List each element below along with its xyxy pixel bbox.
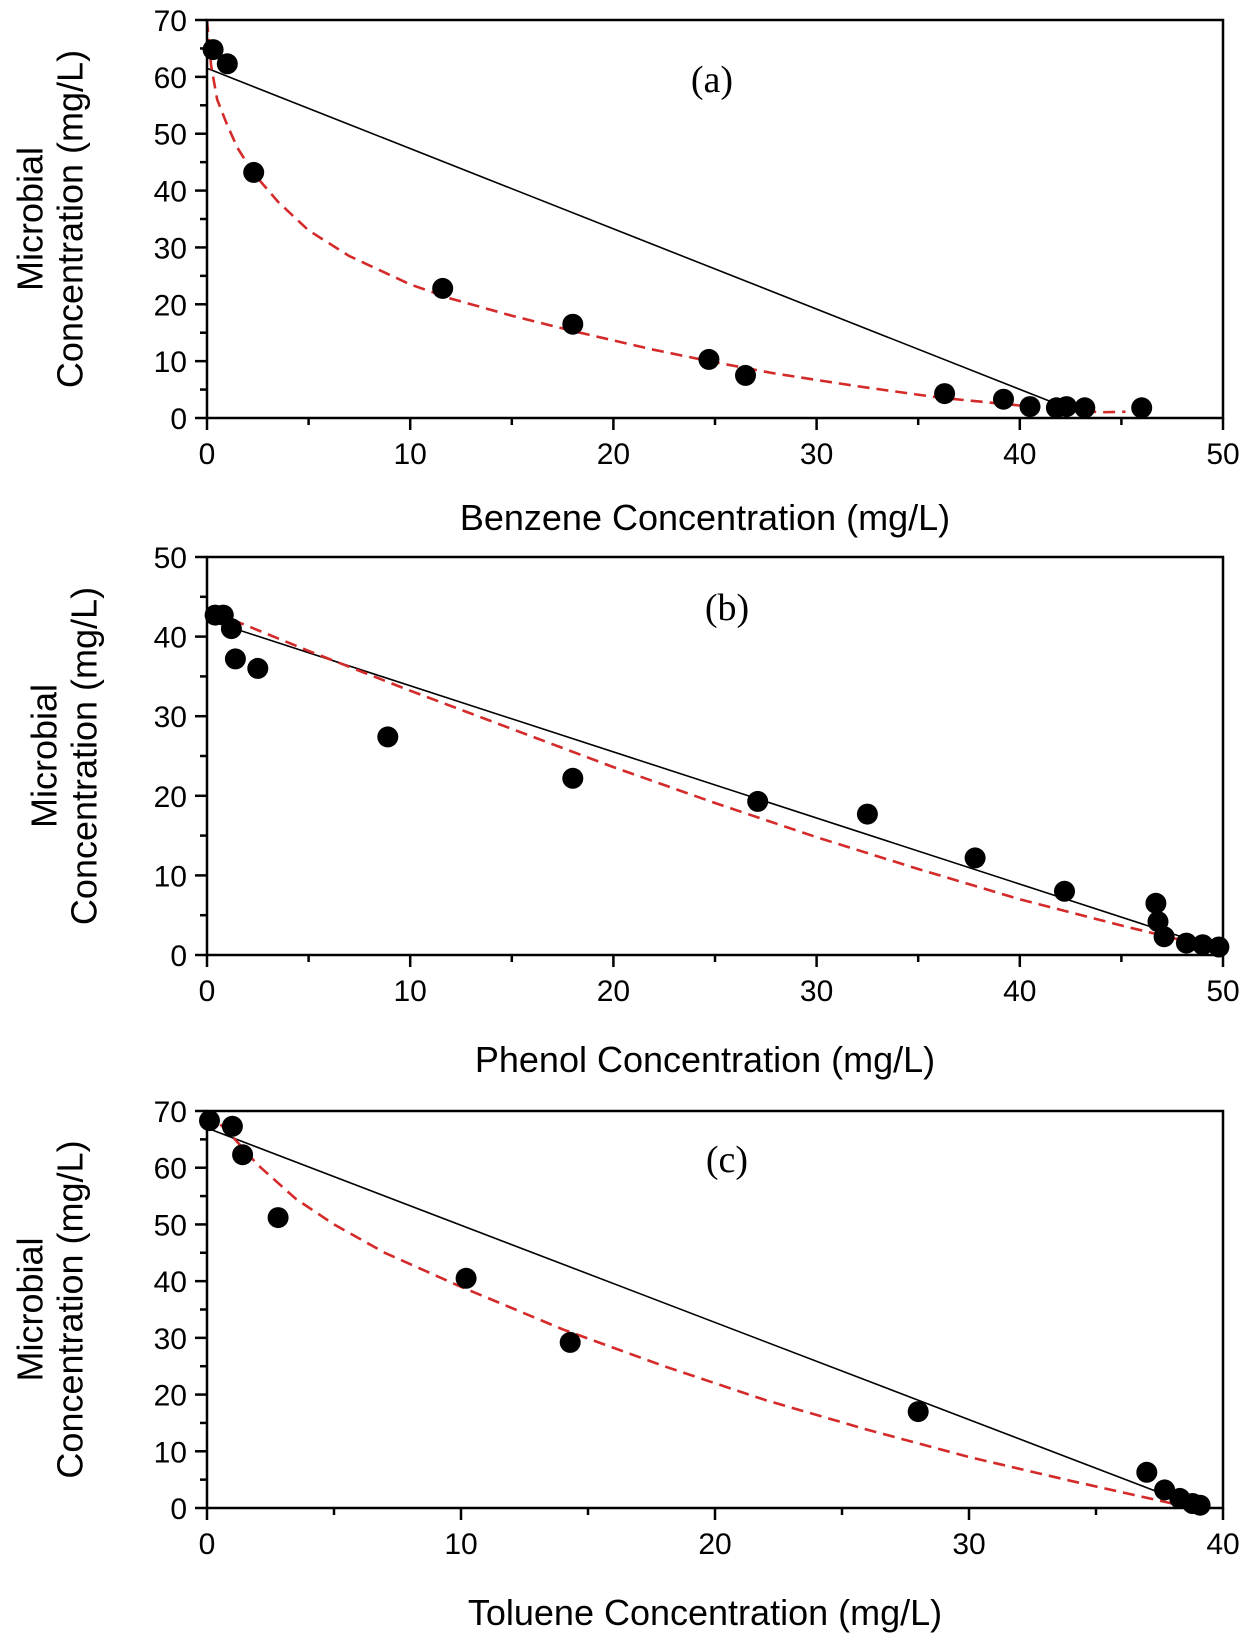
- linear-fit-line-b: [214, 621, 1224, 951]
- model-fit-curve-a: [205, 19, 1126, 414]
- chart-panel-c: 0 10 20 30 40 0 10 20 30 40 50 60 70 (c) Toluene Conce…: [10, 1096, 1240, 1633]
- y-tick-label-a: 30: [154, 232, 187, 265]
- data-point-a-13: [1074, 397, 1096, 419]
- data-point-a-12: [1056, 396, 1077, 418]
- data-point-b-5: [247, 657, 269, 679]
- data-point-c-4: [267, 1207, 289, 1229]
- data-point-c-3: [232, 1144, 254, 1166]
- x-tick-label-c: 0: [199, 1528, 216, 1561]
- chart-panel-b: 0 10 20 30 40 50 0 10 20 30 40 50 (b) Phenol Concentr…: [24, 542, 1240, 1080]
- y-tick-label-b: 40: [154, 622, 187, 655]
- x-axis-title-c: Toluene Concentration (mg/L): [468, 1592, 942, 1633]
- x-tick-label-b: 0: [199, 975, 216, 1008]
- y-tick-label-b: 30: [154, 701, 187, 734]
- data-point-a-3: [243, 161, 265, 183]
- data-point-b-11: [1054, 880, 1075, 902]
- x-tick-label-a: 50: [1206, 438, 1239, 471]
- y-tick-label-a: 50: [154, 119, 187, 152]
- chart-panel-a: 0 10 20 30 40 50 0 10 20 30 40 50 60 70 (a) Benzene Con…: [10, 5, 1240, 538]
- y-axis-title-c-line-1: Microbial: [10, 1237, 51, 1381]
- y-tick-label-b: 20: [154, 781, 187, 814]
- linear-fit-line-a: [206, 67, 1067, 409]
- data-point-a-9: [993, 388, 1014, 410]
- x-tick-label-a: 10: [394, 438, 427, 471]
- panel-label-c: (c): [706, 1139, 748, 1181]
- data-point-c-7: [907, 1401, 929, 1423]
- x-tick-label-c: 30: [952, 1528, 985, 1561]
- y-tick-label-c: 10: [154, 1436, 187, 1469]
- data-point-c-8: [1136, 1461, 1158, 1483]
- y-tick-label-b: 50: [154, 542, 187, 575]
- panel-label-b: (b): [705, 587, 749, 629]
- x-tick-label-b: 50: [1206, 975, 1239, 1008]
- data-point-b-9: [856, 803, 878, 825]
- y-axis-title-a-line-2: Concentration (mg/L): [50, 50, 91, 388]
- data-point-b-3: [220, 618, 242, 640]
- x-tick-label-c: 40: [1206, 1528, 1239, 1561]
- data-point-b-14: [1153, 926, 1175, 948]
- x-axis-title-a: Benzene Concentration (mg/L): [460, 497, 950, 538]
- model-fit-curve-b: [214, 611, 1224, 952]
- y-tick-label-b: 10: [154, 860, 187, 893]
- x-tick-label-c: 10: [444, 1528, 477, 1561]
- data-point-c-12: [1189, 1494, 1211, 1516]
- y-tick-label-c: 40: [154, 1266, 187, 1299]
- data-point-a-4: [432, 277, 454, 299]
- y-tick-label-c: 0: [170, 1493, 187, 1526]
- data-point-b-10: [964, 847, 986, 869]
- data-point-a-14: [1131, 397, 1153, 419]
- data-point-b-4: [224, 648, 246, 670]
- data-point-c-6: [559, 1331, 581, 1353]
- y-axis-title-b-line-2: Concentration (mg/L): [64, 587, 105, 925]
- data-point-b-16: [1192, 934, 1214, 956]
- x-tick-label-b: 40: [1003, 975, 1036, 1008]
- y-tick-label-a: 60: [154, 62, 187, 95]
- y-tick-label-c: 60: [154, 1153, 187, 1186]
- x-tick-label-a: 30: [800, 438, 833, 471]
- y-axis-title-b-line-1: Microbial: [24, 684, 65, 828]
- data-point-a-2: [216, 53, 238, 75]
- linear-fit-line-c: [206, 1127, 1193, 1506]
- x-tick-label-a: 40: [1003, 438, 1036, 471]
- x-tick-label-a: 0: [199, 438, 216, 471]
- y-tick-label-a: 10: [154, 346, 187, 379]
- x-tick-label-a: 20: [597, 438, 630, 471]
- y-tick-label-b: 0: [170, 940, 187, 973]
- data-point-c-1: [199, 1110, 220, 1132]
- data-point-b-12: [1145, 892, 1167, 914]
- panel-label-a: (a): [691, 59, 733, 101]
- data-point-a-7: [735, 364, 756, 386]
- data-point-a-10: [1019, 396, 1041, 418]
- model-fit-curve-c: [206, 1110, 1186, 1508]
- y-tick-label-c: 20: [154, 1380, 187, 1413]
- data-point-c-2: [221, 1115, 243, 1137]
- x-tick-label-b: 30: [800, 975, 833, 1008]
- y-tick-label-a: 20: [154, 289, 187, 322]
- y-tick-label-a: 40: [154, 176, 187, 209]
- x-axis-title-b: Phenol Concentration (mg/L): [475, 1039, 935, 1080]
- y-tick-label-a: 0: [170, 403, 187, 436]
- y-axis-title-a-line-1: Microbial: [10, 147, 51, 291]
- data-point-b-15: [1175, 932, 1197, 954]
- y-tick-label-a: 70: [154, 5, 187, 38]
- data-point-c-5: [455, 1267, 477, 1289]
- data-point-b-6: [377, 726, 399, 748]
- data-point-a-6: [698, 348, 720, 370]
- x-tick-label-b: 10: [394, 975, 427, 1008]
- data-point-b-8: [747, 790, 769, 812]
- y-tick-label-c: 70: [154, 1096, 187, 1129]
- y-tick-label-c: 30: [154, 1323, 187, 1356]
- y-tick-label-c: 50: [154, 1209, 187, 1242]
- y-axis-title-c-line-2: Concentration (mg/L): [50, 1140, 91, 1478]
- data-point-a-5: [562, 313, 584, 335]
- x-tick-label-b: 20: [597, 975, 630, 1008]
- data-point-b-7: [562, 767, 584, 789]
- data-point-a-8: [934, 383, 956, 405]
- x-tick-label-c: 20: [698, 1528, 731, 1561]
